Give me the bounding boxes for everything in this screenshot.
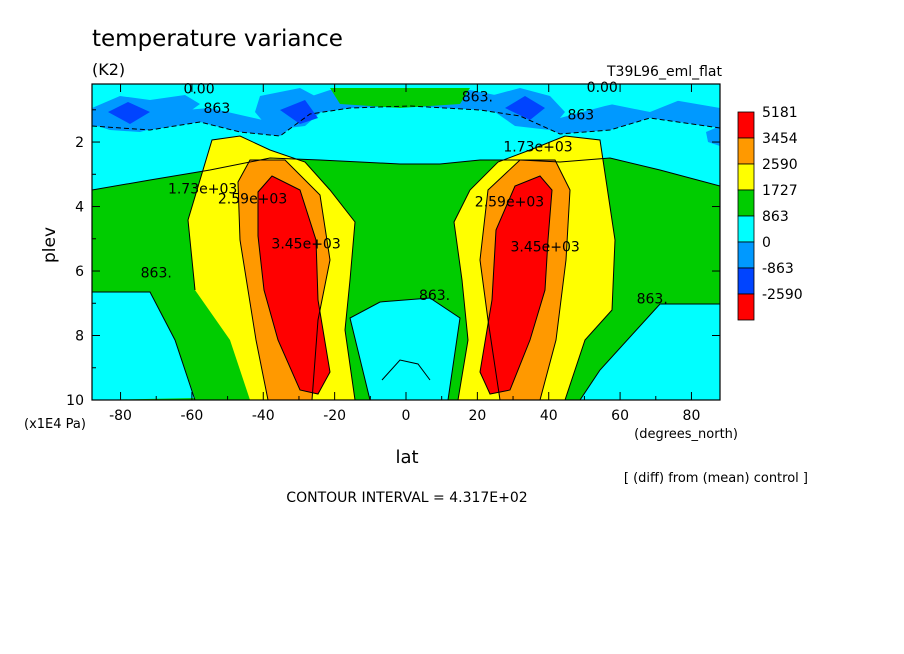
- fill-darkblue-left: [108, 102, 150, 124]
- contour-label: 3.45e+03: [271, 236, 340, 252]
- y-axis-ticks: 2 4 6 8 10: [66, 109, 720, 409]
- y-tick-label: 6: [75, 264, 84, 280]
- fill-cyan-lowright: [580, 304, 720, 400]
- legend-swatch: [737, 267, 755, 295]
- x-tick-label: 40: [540, 408, 558, 424]
- x-axis-label: lat: [395, 447, 418, 468]
- legend-swatch: [737, 137, 755, 165]
- units-label: (K2): [92, 60, 125, 79]
- contour-2590-left: [237, 159, 331, 400]
- x-tick-label: 80: [683, 408, 701, 424]
- contour-label: 863.: [462, 90, 493, 106]
- contour-label: 1.73e+03: [168, 182, 237, 198]
- fill-cyan-lowleft: [92, 292, 195, 400]
- contour-3454-right: [479, 175, 553, 395]
- contour-1727-right: [453, 135, 616, 400]
- fill-darkblue-left2: [280, 100, 318, 124]
- y-tick-label: 2: [75, 135, 84, 151]
- x-tick-label: -80: [109, 408, 132, 424]
- y-tick-label: 8: [75, 329, 84, 345]
- contour-interval: CONTOUR INTERVAL = 4.317E+02: [286, 490, 527, 506]
- fill-cyan-center: [350, 298, 460, 400]
- legend-swatch: [737, 215, 755, 243]
- legend-swatch: [737, 241, 755, 269]
- contour-zero-line: [92, 105, 720, 137]
- contour-1727-left: [187, 135, 356, 400]
- legend-swatch: [737, 163, 755, 191]
- legend-swatch: [737, 111, 755, 139]
- x-axis-units: (degrees_north): [634, 427, 738, 442]
- contour-label: 863.: [419, 288, 450, 304]
- chart-title: temperature variance: [92, 26, 343, 52]
- contour-fill: [92, 84, 720, 400]
- contour-label: 2.59e+03: [475, 195, 544, 211]
- contour-lines: [92, 105, 720, 400]
- contour-label: 0.00: [183, 82, 214, 98]
- contour-small-center: [381, 359, 431, 381]
- fill-darkblue-right: [505, 96, 545, 120]
- contour-label: 863: [567, 107, 594, 123]
- contour-label: 3.45e+03: [510, 240, 579, 256]
- colorbar-legend: 5181 3454 2590 1727 863 0 -863 -2590: [737, 105, 803, 321]
- run-label: T39L96_eml_flat: [606, 64, 723, 80]
- fill-green-top: [330, 88, 470, 108]
- legend-swatch: [737, 189, 755, 217]
- x-tick-label: 0: [402, 408, 411, 424]
- y-tick-label: 10: [66, 393, 84, 409]
- contour-863-upper: [92, 157, 720, 191]
- contour-label: 863.: [141, 265, 172, 281]
- fill-red-left: [258, 176, 330, 394]
- x-tick-label: -40: [252, 408, 275, 424]
- legend-label: -863: [762, 261, 794, 277]
- legend-label: 0: [762, 235, 771, 251]
- x-tick-label: 60: [611, 408, 629, 424]
- x-tick-label: -60: [180, 408, 203, 424]
- x-tick-label: 20: [468, 408, 486, 424]
- contour-3454-left: [257, 175, 331, 395]
- x-axis-ticks: -80 -60 -40 -20 0 20 40 60 80: [109, 84, 700, 424]
- legend-label: 5181: [762, 105, 798, 121]
- fill-cyan-right: [596, 88, 680, 112]
- contour-2590-right: [479, 159, 571, 400]
- contour-863-left: [92, 291, 196, 400]
- contour-label: 2.59e+03: [218, 191, 287, 207]
- contour-label: 1.73e+03: [503, 140, 572, 156]
- legend-label: 3454: [762, 131, 798, 147]
- legend-label: 2590: [762, 157, 798, 173]
- contour-863-center: [349, 297, 461, 400]
- legend-label: -2590: [762, 287, 803, 303]
- legend-label: 863: [762, 209, 789, 225]
- legend-label: 1727: [762, 183, 798, 199]
- legend-swatch: [737, 293, 755, 321]
- contour-label: 0.00: [587, 80, 618, 96]
- y-axis-units: (x1E4 Pa): [24, 417, 86, 432]
- diff-note: [ (diff) from (mean) control ]: [624, 471, 808, 486]
- contour-label: 863.: [637, 291, 668, 307]
- fill-blue-edge: [706, 126, 720, 146]
- contour-label: 863: [204, 101, 231, 117]
- x-tick-label: -20: [323, 408, 346, 424]
- contour-863-right: [579, 303, 720, 400]
- y-axis-label: plev: [40, 227, 60, 263]
- y-tick-label: 4: [75, 200, 84, 216]
- fill-red-right: [480, 176, 552, 394]
